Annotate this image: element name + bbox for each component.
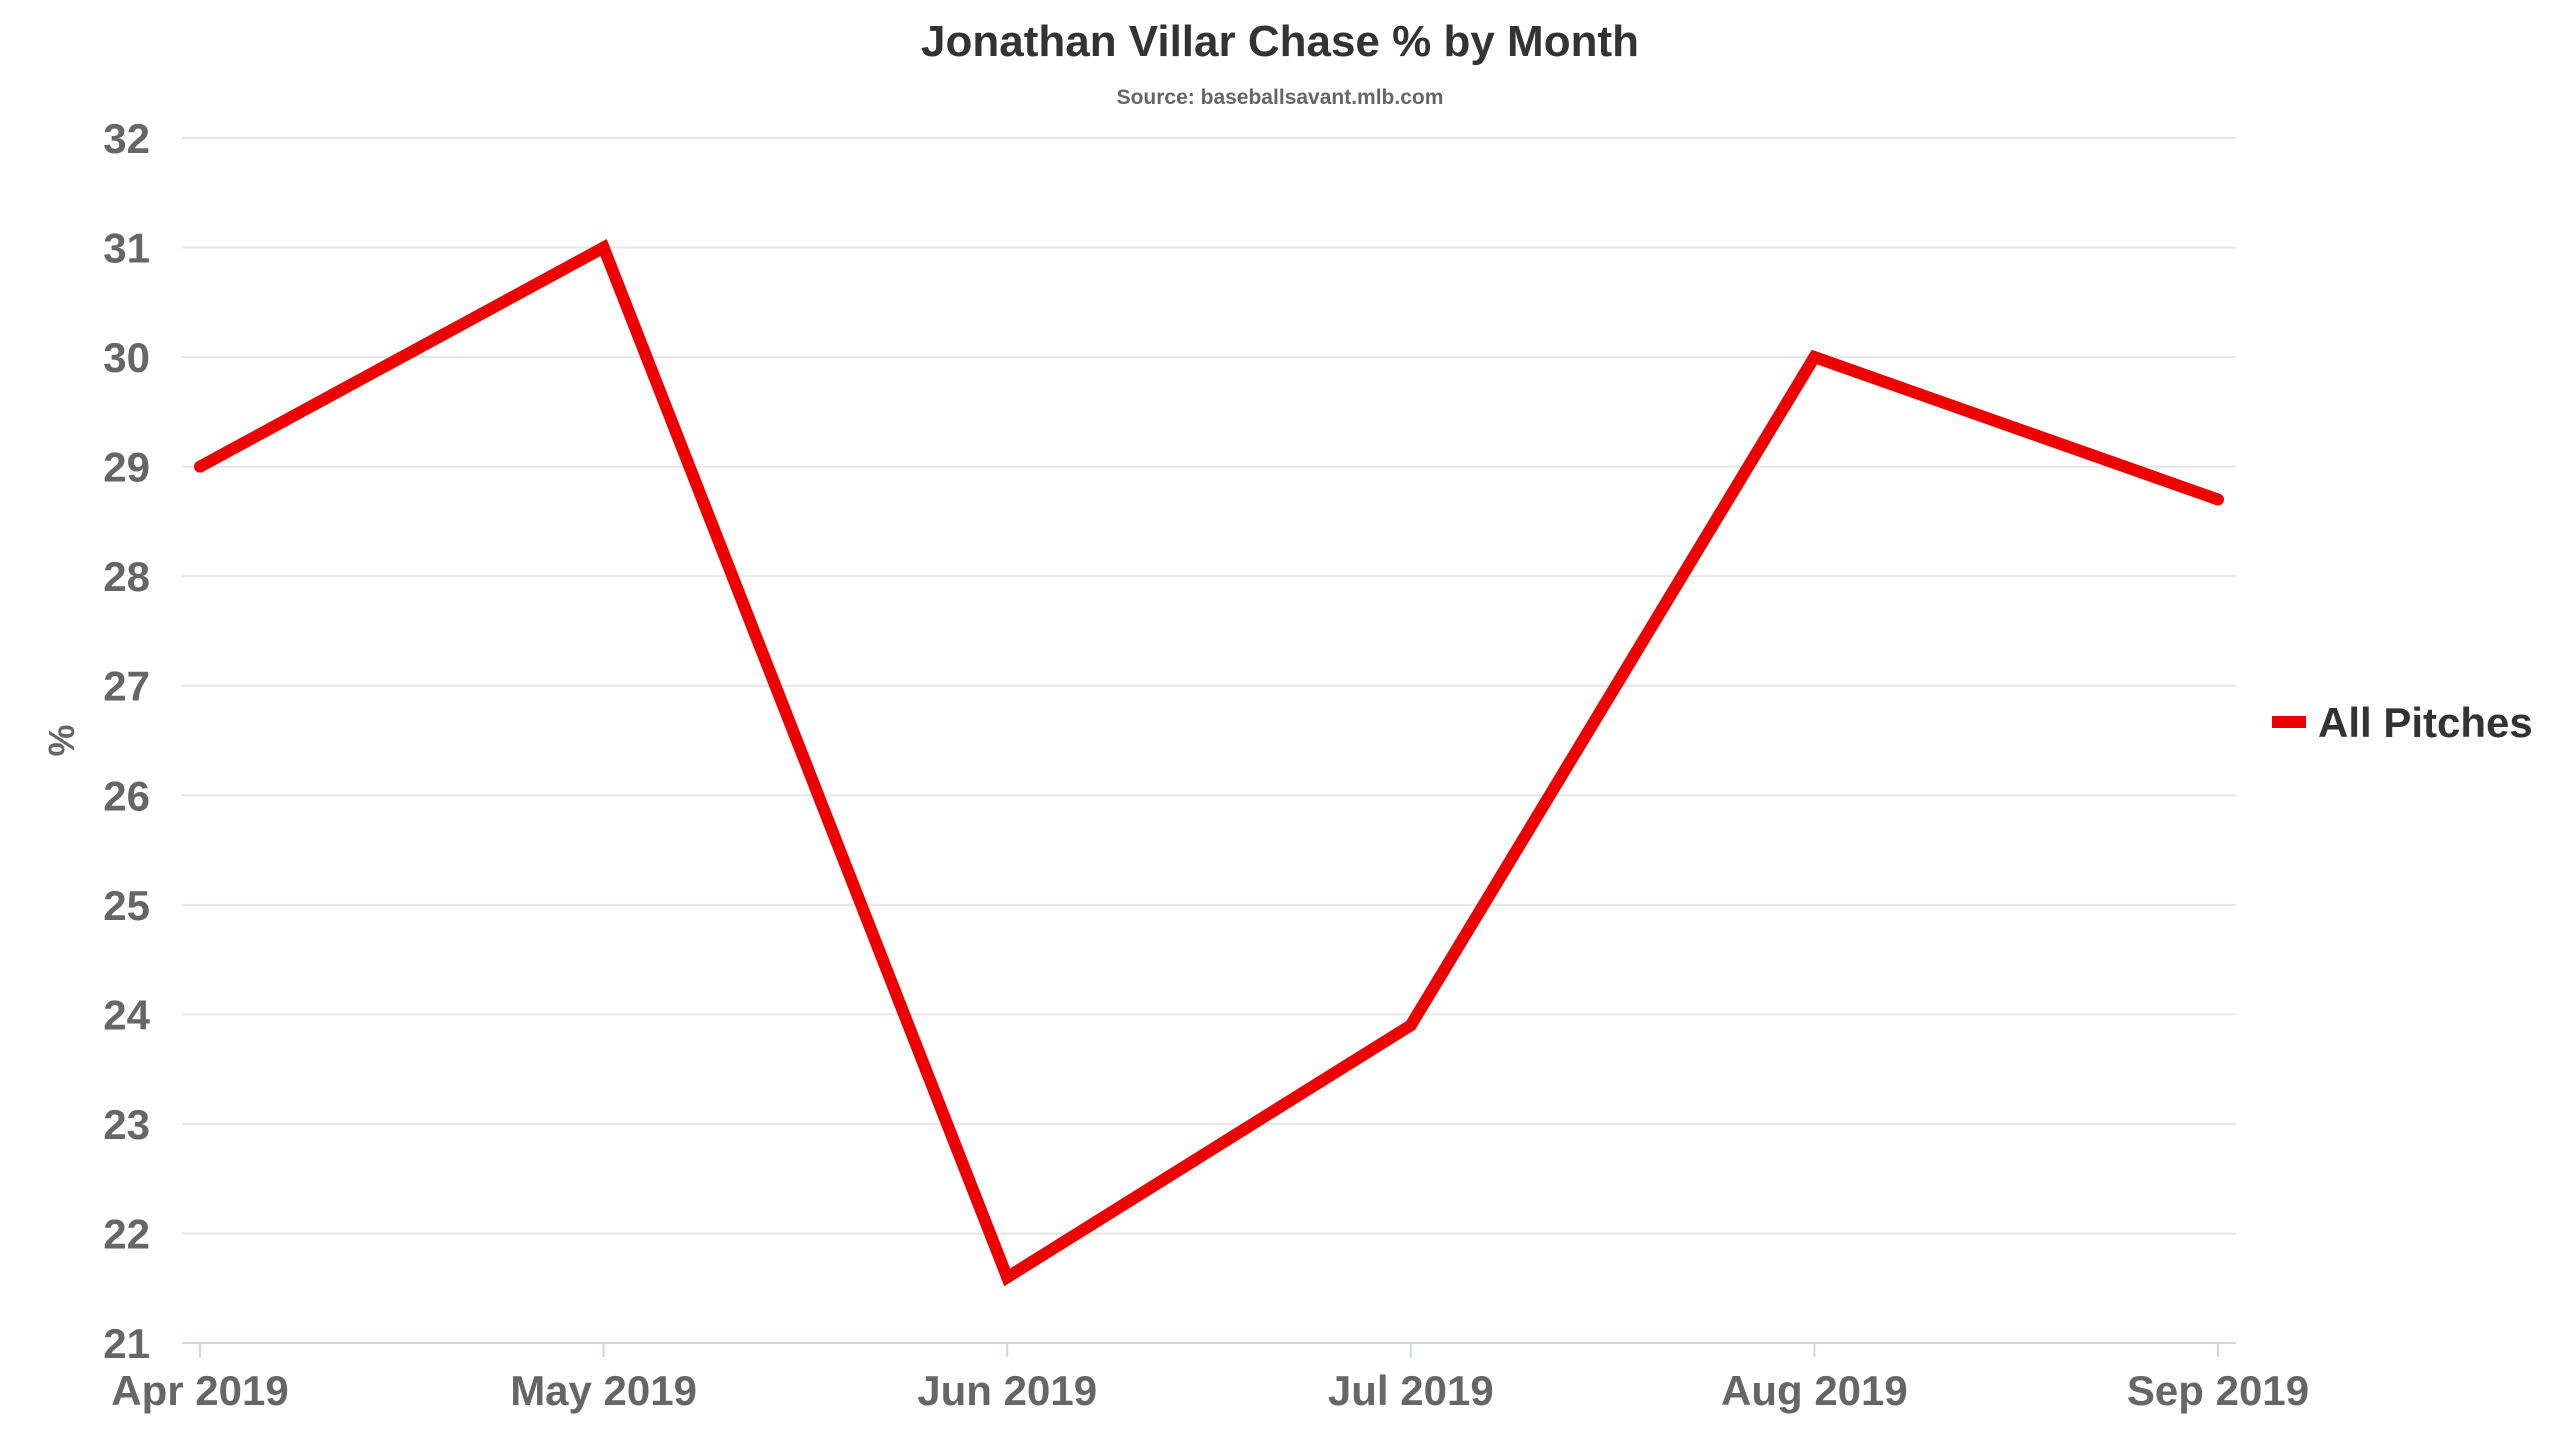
y-tick-label-25: 25 xyxy=(103,882,150,929)
data-point-0-2[interactable] xyxy=(1001,1271,1014,1284)
y-tick-label-31: 31 xyxy=(103,225,150,272)
data-point-0-1[interactable] xyxy=(597,241,610,254)
y-tick-label-21: 21 xyxy=(103,1320,150,1367)
x-tick-label-2: Jun 2019 xyxy=(917,1367,1097,1414)
y-tick-label-29: 29 xyxy=(103,444,150,491)
y-tick-label-22: 22 xyxy=(103,1210,150,1257)
data-point-0-0[interactable] xyxy=(194,460,206,473)
data-point-0-3[interactable] xyxy=(1404,1019,1417,1032)
chart-subtitle: Source: baseballsavant.mlb.com xyxy=(1117,86,1444,109)
x-tick-label-0: Apr 2019 xyxy=(111,1367,288,1414)
x-tick-label-4: Aug 2019 xyxy=(1721,1367,1908,1414)
gridlines xyxy=(182,137,2236,1235)
chart-title: Jonathan Villar Chase % by Month xyxy=(921,17,1639,66)
x-tick-label-3: Jul 2019 xyxy=(1328,1367,1494,1414)
y-tick-label-32: 32 xyxy=(103,115,150,162)
y-axis-title: % xyxy=(41,724,82,756)
series-group xyxy=(194,239,2224,1287)
y-tick-label-24: 24 xyxy=(103,991,150,1038)
y-tick-label-28: 28 xyxy=(103,553,150,600)
series-line-0[interactable] xyxy=(197,239,2220,1287)
y-tick-label-27: 27 xyxy=(103,663,150,710)
y-tick-label-26: 26 xyxy=(103,772,150,819)
legend-label-all-pitches[interactable]: All Pitches xyxy=(2318,699,2533,746)
data-point-0-5[interactable] xyxy=(2212,493,2224,506)
y-axis-ticks: 21 22 23 24 25 26 27 28 29 30 31 32 xyxy=(103,115,150,1367)
x-tick-label-1: May 2019 xyxy=(510,1367,697,1414)
x-axis-ticks: Apr 2019 May 2019 Jun 2019 Jul 2019 Aug 2019… xyxy=(111,1343,2309,1414)
legend[interactable]: All Pitches xyxy=(2272,699,2533,746)
y-tick-label-30: 30 xyxy=(103,334,150,381)
x-tick-label-5: Sep 2019 xyxy=(2127,1367,2309,1414)
y-tick-label-23: 23 xyxy=(103,1101,150,1148)
data-point-0-4[interactable] xyxy=(1808,351,1821,364)
